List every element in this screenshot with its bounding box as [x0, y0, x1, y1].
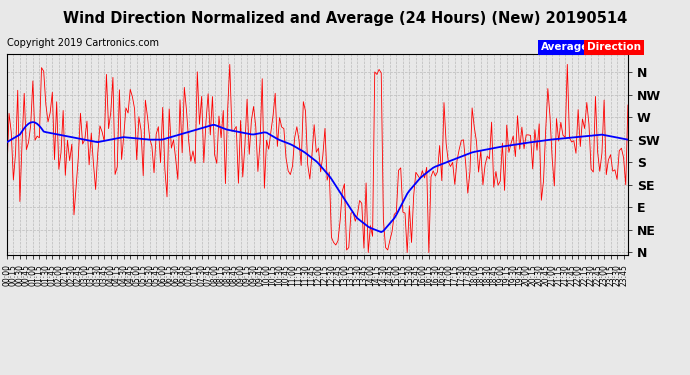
Text: Average: Average	[541, 42, 589, 52]
Text: Wind Direction Normalized and Average (24 Hours) (New) 20190514: Wind Direction Normalized and Average (2…	[63, 11, 627, 26]
Text: Copyright 2019 Cartronics.com: Copyright 2019 Cartronics.com	[7, 38, 159, 48]
Text: Direction: Direction	[587, 42, 641, 52]
